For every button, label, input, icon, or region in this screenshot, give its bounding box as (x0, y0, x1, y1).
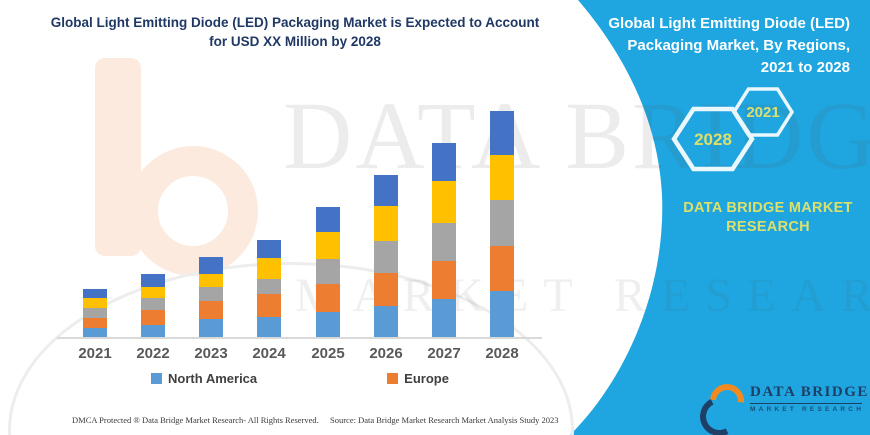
bar-segment-unlabeled-region-yellow-2022 (141, 287, 165, 298)
stacked-bar-2026 (374, 175, 398, 337)
x-axis-label-2021: 2021 (78, 345, 112, 362)
bar-segment-europe-2023 (199, 301, 223, 319)
bar-segment-unlabeled-region-gray-2028 (490, 200, 514, 246)
side-panel-title-line1: Global Light Emitting Diode (LED) (608, 15, 850, 32)
bar-segment-unlabeled-region-yellow-2028 (490, 155, 514, 200)
hexagon-2028: 2028 (671, 106, 755, 172)
bar-segment-north-america-2026 (374, 306, 398, 337)
stacked-bar-2024 (257, 240, 281, 337)
bar-segment-europe-2024 (257, 294, 281, 317)
x-axis-label-2023: 2023 (194, 345, 228, 362)
bar-segment-unlabeled-region-dark-blue-2026 (374, 175, 398, 206)
company-logo: DATA BRIDGE MARKET RESEARCH (694, 377, 869, 435)
bar-segment-unlabeled-region-dark-blue-2024 (257, 240, 281, 258)
stacked-bar-2023 (199, 257, 223, 337)
bar-segment-europe-2021 (83, 318, 107, 328)
x-axis-label-2026: 2026 (369, 345, 403, 362)
bar-segment-north-america-2023 (199, 319, 223, 337)
bar-segment-unlabeled-region-yellow-2027 (432, 181, 456, 223)
bar-segment-europe-2025 (316, 284, 340, 312)
bar-segment-north-america-2027 (432, 299, 456, 337)
bar-segment-europe-2027 (432, 261, 456, 299)
bar-segment-north-america-2025 (316, 312, 340, 337)
bar-segment-unlabeled-region-dark-blue-2021 (83, 289, 107, 298)
chart-title: Global Light Emitting Diode (LED) Packag… (25, 14, 565, 52)
x-axis-label-2022: 2022 (136, 345, 170, 362)
hexagon-2028-outline (671, 106, 755, 172)
bar-segment-unlabeled-region-yellow-2024 (257, 258, 281, 279)
logo-subtitle: MARKET RESEARCH (750, 406, 865, 413)
bar-segment-unlabeled-region-yellow-2023 (199, 274, 223, 287)
stacked-bar-2025 (316, 207, 340, 337)
side-panel-title: Global Light Emitting Diode (LED) Packag… (605, 13, 850, 78)
x-axis-label-2027: 2027 (427, 345, 461, 362)
bar-segment-unlabeled-region-dark-blue-2025 (316, 207, 340, 232)
logo-text-block: DATA BRIDGE MARKET RESEARCH (750, 384, 869, 413)
bar-segment-unlabeled-region-gray-2021 (83, 308, 107, 318)
legend-label-europe: Europe (404, 371, 449, 386)
bar-segment-north-america-2022 (141, 325, 165, 337)
data-bridge-logo-icon (694, 377, 751, 435)
footer-dmca-text: DMCA Protected ® Data Bridge Market Rese… (72, 415, 319, 425)
bar-segment-unlabeled-region-gray-2024 (257, 279, 281, 294)
bar-segment-unlabeled-region-dark-blue-2022 (141, 274, 165, 287)
legend-label-north-america: North America (168, 371, 258, 386)
bar-segment-north-america-2024 (257, 317, 281, 337)
legend-item-europe: Europe (387, 371, 449, 386)
x-axis-label-2024: 2024 (252, 345, 286, 362)
bar-segment-north-america-2021 (83, 328, 107, 337)
brand-wordmark: DATA BRIDGE MARKET RESEARCH (683, 200, 853, 235)
logo-title: DATA BRIDGE (750, 384, 869, 400)
chart-title-line1: Global Light Emitting Diode (LED) Packag… (50, 15, 540, 30)
chart-title-line2: for USD XX Million by 2028 (209, 33, 381, 49)
bar-segment-unlabeled-region-gray-2027 (432, 223, 456, 261)
footer-source-text: Source: Data Bridge Market Research Mark… (330, 415, 559, 425)
stacked-bar-2021 (83, 289, 107, 337)
bar-segment-europe-2026 (374, 273, 398, 306)
logo-divider (750, 403, 862, 404)
bar-segment-unlabeled-region-dark-blue-2023 (199, 257, 223, 274)
bar-segment-unlabeled-region-gray-2026 (374, 241, 398, 273)
stacked-bar-2028 (490, 111, 514, 337)
bar-segment-unlabeled-region-dark-blue-2027 (432, 143, 456, 181)
bar-segment-unlabeled-region-yellow-2026 (374, 206, 398, 241)
legend-swatch-north-america (151, 373, 163, 384)
hexagon-2021-label: 2021 (746, 104, 779, 121)
bar-segment-unlabeled-region-dark-blue-2028 (490, 111, 514, 155)
x-axis-label-2028: 2028 (485, 345, 519, 362)
bar-segment-unlabeled-region-gray-2023 (199, 287, 223, 301)
bar-segment-unlabeled-region-gray-2025 (316, 259, 340, 284)
bar-segment-unlabeled-region-yellow-2025 (316, 232, 340, 259)
x-axis-line (57, 337, 542, 339)
bar-segment-europe-2022 (141, 310, 165, 325)
side-panel-title-line2: Packaging Market, By Regions, (627, 36, 850, 54)
hexagon-2028-label: 2028 (694, 130, 732, 149)
bar-segment-unlabeled-region-gray-2022 (141, 298, 165, 310)
legend-swatch-europe (387, 373, 399, 384)
bar-segment-north-america-2028 (490, 291, 514, 337)
legend-item-north-america: North America (151, 371, 257, 386)
stacked-bar-2027 (432, 143, 456, 337)
stacked-bar-2022 (141, 274, 165, 337)
chart-legend: North America Europe (60, 371, 540, 386)
x-axis-label-2025: 2025 (311, 345, 345, 362)
bar-segment-unlabeled-region-yellow-2021 (83, 298, 107, 308)
bar-segment-europe-2028 (490, 246, 514, 291)
side-panel-title-line3: 2021 to 2028 (760, 58, 850, 76)
